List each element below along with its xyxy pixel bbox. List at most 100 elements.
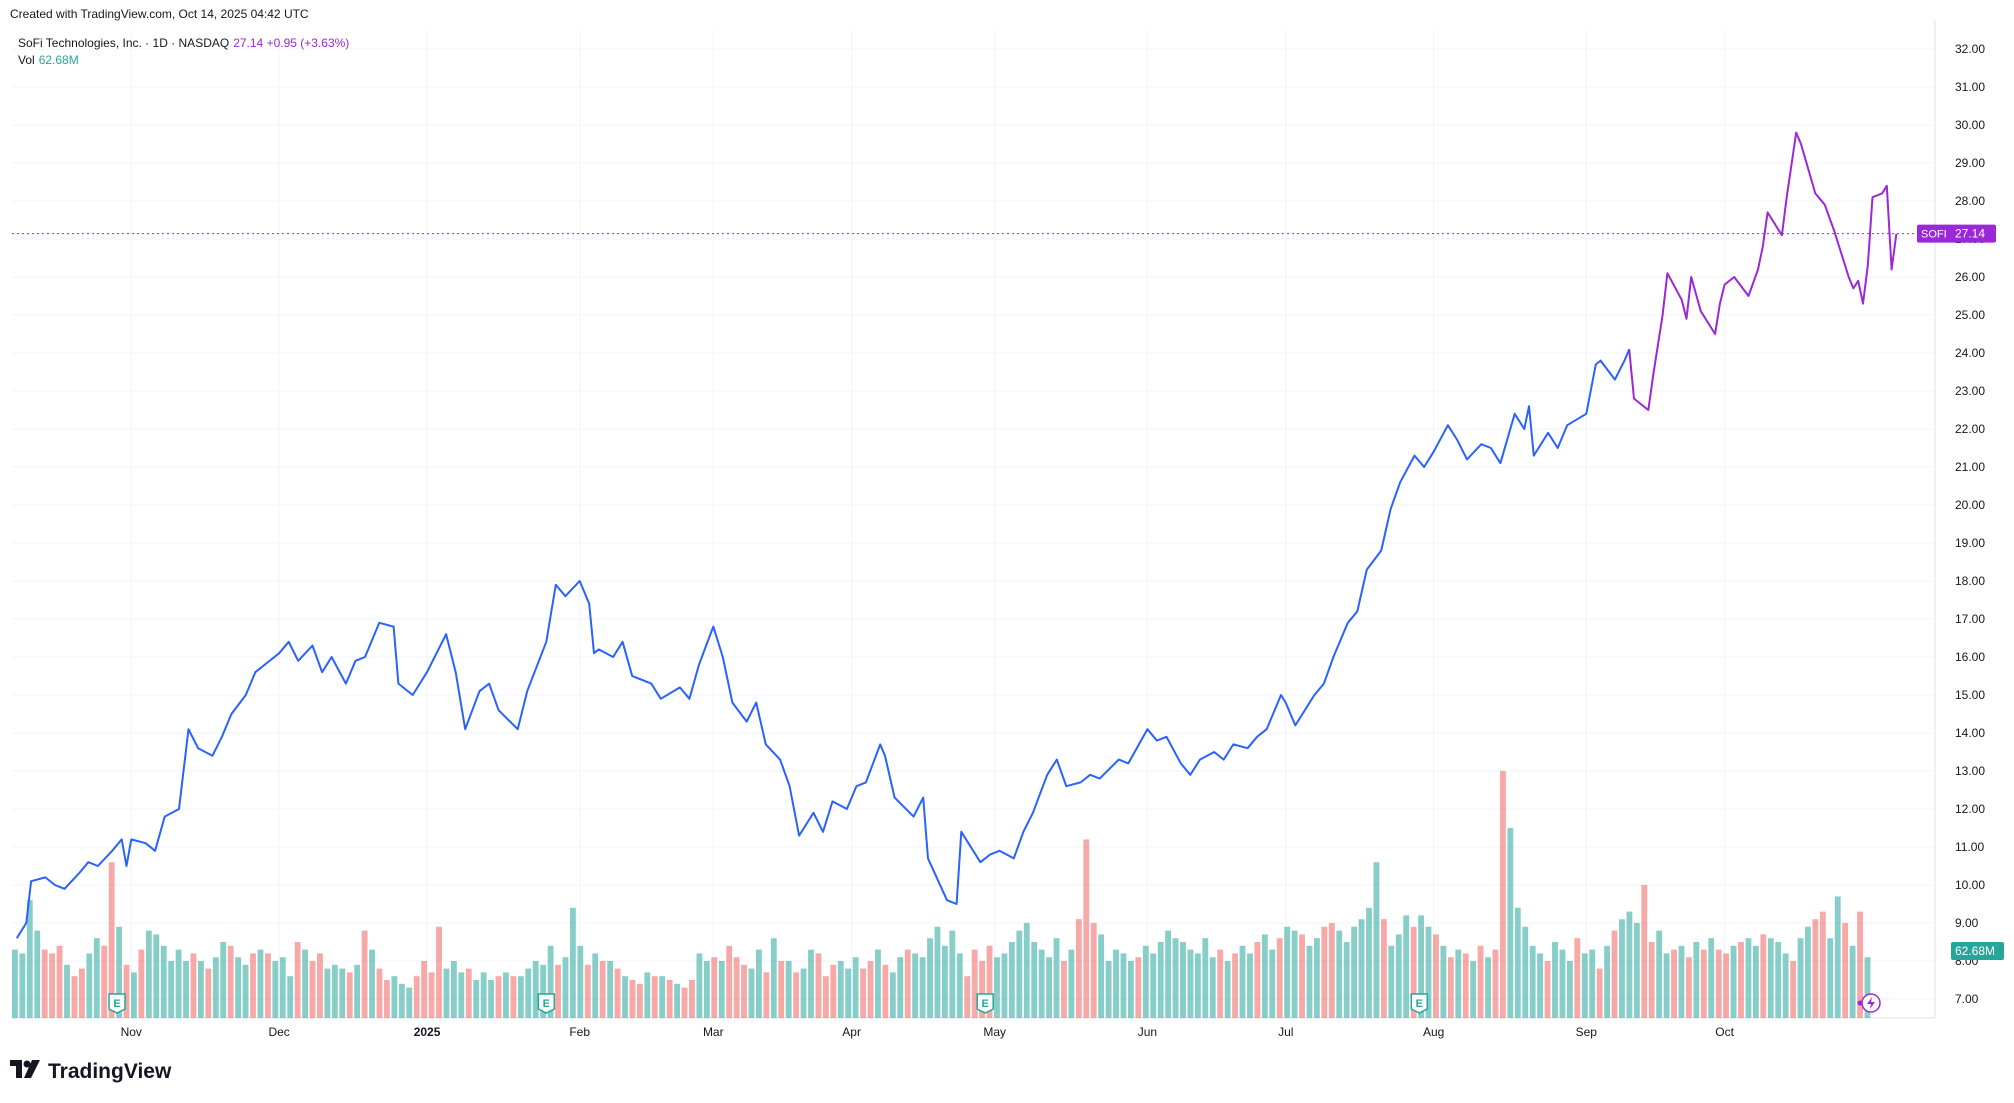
volume-bar — [808, 949, 814, 1018]
volume-bar — [912, 953, 919, 1018]
volume-bar — [1425, 926, 1432, 1018]
volume-bar — [1819, 911, 1826, 1018]
volume-bar — [1075, 919, 1082, 1018]
volume-bar — [339, 968, 346, 1018]
y-tick-label: 31.00 — [1955, 80, 1985, 94]
volume-bar — [800, 968, 807, 1018]
volume-bar — [406, 987, 413, 1018]
volume-bar — [659, 976, 666, 1018]
volume-bar — [532, 961, 539, 1018]
volume-bar — [1782, 953, 1789, 1018]
chart-legend: SoFi Technologies, Inc. · 1D · NASDAQ 27.… — [18, 35, 349, 69]
volume-bar — [1038, 949, 1045, 1018]
volume-bar — [1098, 934, 1105, 1018]
volume-bar — [1343, 942, 1350, 1018]
volume-bar — [1120, 953, 1127, 1018]
volume-bar — [138, 949, 145, 1018]
time-axis[interactable]: Nov Dec 2025 Feb Mar Apr May Jun Jul Aug Sep Oct — [121, 1025, 1735, 1039]
earnings-badge — [537, 993, 556, 1014]
volume-bar — [1440, 945, 1447, 1018]
volume-bar — [1842, 923, 1849, 1018]
y-tick-label: 20.00 — [1955, 498, 1985, 512]
volume-bar — [12, 949, 18, 1018]
legend-quote: 27.14 +0.95 (+3.63%) — [233, 36, 350, 50]
volume-bar — [1700, 949, 1707, 1018]
volume-bar — [793, 972, 800, 1018]
volume-bar — [614, 968, 621, 1018]
volume-bar — [421, 961, 428, 1018]
y-tick-label: 16.00 — [1955, 650, 1985, 664]
earnings-badge — [1410, 993, 1429, 1014]
volume-bar — [830, 964, 837, 1018]
volume-bar — [428, 972, 435, 1018]
volume-bar — [1589, 949, 1596, 1018]
volume-bar — [577, 945, 584, 1018]
volume-bar — [1001, 953, 1008, 1018]
y-tick-label: 7.00 — [1955, 992, 1979, 1006]
volume-bar — [1522, 926, 1529, 1018]
volume-bar — [1671, 949, 1677, 1018]
volume-bar — [1165, 930, 1172, 1018]
volume-tag-value: 62.68M — [1955, 944, 1995, 958]
volume-bar — [1433, 934, 1439, 1018]
volume-bar — [1150, 953, 1157, 1018]
y-tick-label: 15.00 — [1955, 688, 1985, 702]
volume-bar — [942, 945, 948, 1018]
volume-bar — [287, 976, 294, 1018]
earnings-marker[interactable]: E — [976, 993, 994, 1014]
volume-bar — [1314, 938, 1320, 1018]
volume-bar — [41, 949, 48, 1018]
volume-bar — [1678, 945, 1685, 1018]
volume-bar — [376, 968, 383, 1018]
volume-bar — [175, 949, 182, 1018]
y-tick-label: 25.00 — [1955, 308, 1985, 322]
volume-bar — [458, 972, 465, 1018]
volume-bar — [64, 964, 70, 1018]
volume-bar — [867, 961, 874, 1018]
volume-bar — [1693, 942, 1700, 1018]
price-tag-box — [1917, 224, 1996, 243]
volume-bar — [1730, 945, 1737, 1018]
created-stamp: Created with TradingView.com, Oct 14, 20… — [10, 7, 309, 21]
volume-bar — [1604, 945, 1610, 1018]
volume-bar — [294, 942, 301, 1018]
earnings-marker[interactable]: E — [1410, 993, 1429, 1014]
volume-bar — [1686, 957, 1692, 1018]
volume-bar — [1507, 828, 1514, 1018]
chart-grid — [12, 20, 1936, 1019]
volume-bar — [1767, 938, 1774, 1018]
volume-bar — [264, 953, 271, 1018]
volume-bar — [1269, 949, 1276, 1018]
volume-bar — [1455, 949, 1462, 1018]
volume-bar — [517, 976, 524, 1018]
volume-bar — [346, 972, 353, 1018]
volume-bar — [1492, 949, 1499, 1018]
earnings-marker[interactable]: E — [537, 993, 556, 1014]
volume-bar — [1395, 934, 1402, 1018]
volume-bar — [450, 961, 457, 1018]
earnings-letter: E — [982, 998, 989, 1010]
volume-bar — [956, 953, 963, 1018]
volume-bar — [882, 964, 889, 1018]
earnings-letter: E — [543, 998, 550, 1010]
volume-bar — [436, 926, 442, 1018]
volume-bar — [19, 953, 26, 1018]
volume-bar — [384, 980, 390, 1018]
volume-bar — [1738, 942, 1744, 1018]
volume-bar — [465, 968, 472, 1018]
volume-bar — [763, 972, 770, 1018]
y-tick-label: 13.00 — [1955, 764, 1985, 778]
volume-bar — [1857, 911, 1863, 1018]
lightning-icon[interactable] — [1857, 993, 1881, 1013]
volume-bar — [1061, 961, 1067, 1018]
volume-bar — [837, 961, 844, 1018]
earnings-marker[interactable]: E — [108, 993, 126, 1014]
volume-bar — [1418, 915, 1424, 1018]
price-axis[interactable]: 7.008.009.0010.0011.0012.0013.0014.0015.… — [1955, 42, 1985, 1006]
volume-bar — [78, 968, 85, 1018]
y-tick-label: 19.00 — [1955, 536, 1985, 550]
tradingview-logo[interactable]: TradingView — [10, 1060, 171, 1084]
volume-bar — [331, 964, 338, 1018]
volume-bar — [1306, 945, 1313, 1018]
